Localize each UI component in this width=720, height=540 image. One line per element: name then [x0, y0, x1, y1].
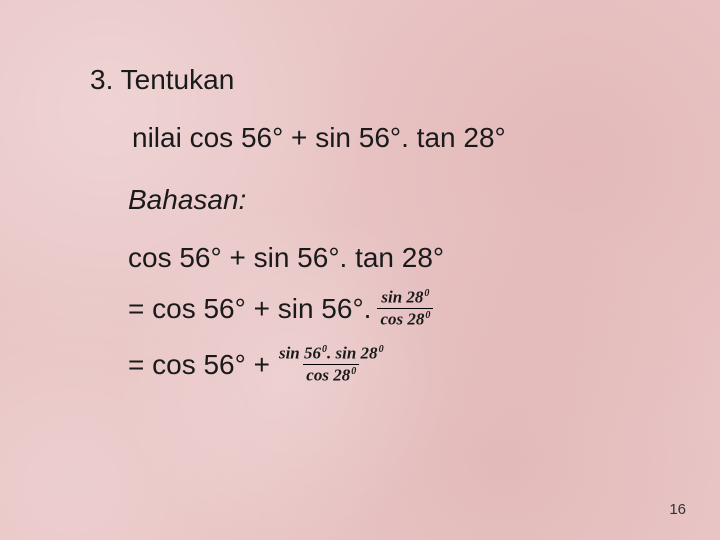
solution-line-1: cos 56° + sin 56°. tan 28° [128, 242, 630, 274]
fraction-2-num-b-sup: 0 [379, 344, 384, 355]
page-number: 16 [669, 501, 686, 518]
fraction-2: sin 560. sin 280 cos 280 [276, 344, 387, 386]
fraction-1-num-sup: 0 [424, 288, 429, 299]
fraction-1-numerator: sin 280 [378, 288, 432, 308]
solution-line-2: = cos 56° + sin 56°. sin 280 cos 280 [128, 288, 630, 330]
fraction-2-num-a: sin 56 [279, 343, 321, 362]
solution-label: Bahasan: [128, 184, 630, 216]
fraction-1-denominator: cos 280 [377, 308, 433, 329]
fraction-1-num-text: sin 28 [381, 288, 423, 307]
solution-line-3-prefix: = cos 56° + [128, 349, 270, 381]
fraction-2-num-b: sin 28 [336, 343, 378, 362]
fraction-2-numerator: sin 560. sin 280 [276, 344, 387, 364]
slide-content: 3. Tentukan nilai cos 56° + sin 56°. tan… [0, 0, 720, 385]
problem-number-heading: 3. Tentukan [90, 64, 630, 96]
solution-line-2-prefix: = cos 56° + sin 56°. [128, 293, 371, 325]
fraction-2-den-sup: 0 [351, 366, 356, 377]
fraction-2-denominator: cos 280 [303, 364, 359, 385]
fraction-1-den-sup: 0 [425, 310, 430, 321]
fraction-2-num-mid: . [327, 343, 336, 362]
fraction-2-den-text: cos 28 [306, 366, 350, 385]
fraction-1-den-text: cos 28 [380, 310, 424, 329]
problem-statement: nilai cos 56° + sin 56°. tan 28° [132, 122, 630, 154]
solution-line-1-text: cos 56° + sin 56°. tan 28° [128, 242, 444, 274]
fraction-1: sin 280 cos 280 [377, 288, 433, 330]
solution-line-3: = cos 56° + sin 560. sin 280 cos 280 [128, 344, 630, 386]
